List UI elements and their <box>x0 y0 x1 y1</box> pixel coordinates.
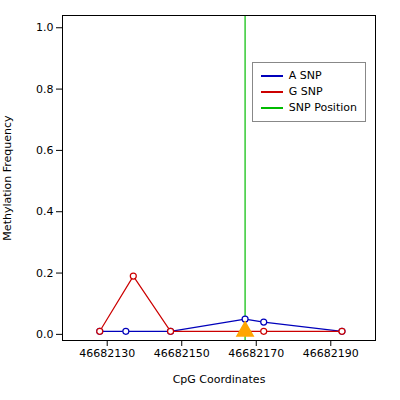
svg-text:46682150: 46682150 <box>154 347 210 360</box>
svg-text:CpG Coordinates: CpG Coordinates <box>173 373 266 386</box>
svg-text:0.0: 0.0 <box>36 328 54 341</box>
html-text:A SNP: A SNP <box>288 69 322 82</box>
svg-text:1.0: 1.0 <box>36 21 54 34</box>
svg-text:46682130: 46682130 <box>79 347 135 360</box>
html-text:G SNP: G SNP <box>288 85 323 98</box>
svg-text:46682190: 46682190 <box>303 347 359 360</box>
html-text:SNP Position: SNP Position <box>288 101 357 114</box>
svg-text:0.4: 0.4 <box>36 205 54 218</box>
svg-text:0.8: 0.8 <box>36 83 54 96</box>
svg-text:0.2: 0.2 <box>36 267 54 280</box>
svg-text:Methylation Frequency: Methylation Frequency <box>1 115 14 241</box>
svg-text:0.6: 0.6 <box>36 144 54 157</box>
svg-text:46682170: 46682170 <box>228 347 284 360</box>
